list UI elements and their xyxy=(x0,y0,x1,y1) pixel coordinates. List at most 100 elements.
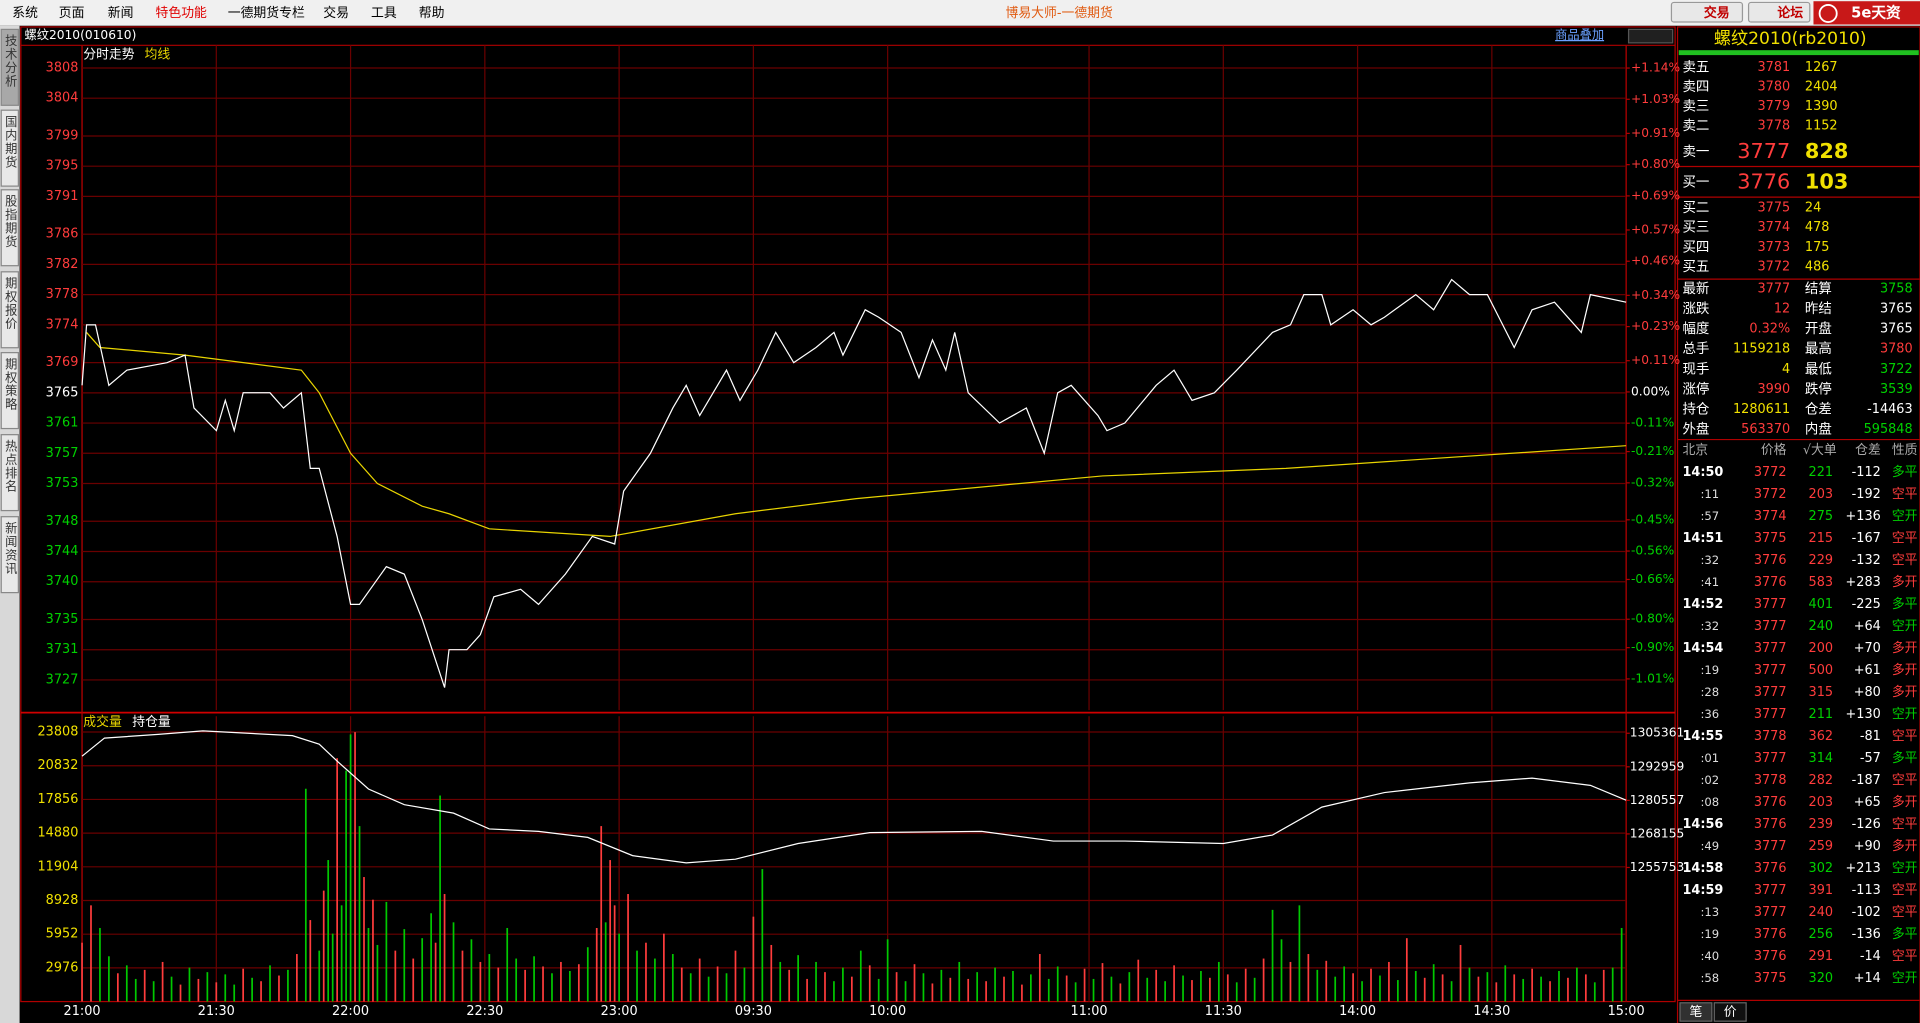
tick-header: 性质 xyxy=(1892,443,1918,458)
quote-value: 3758 xyxy=(1880,281,1913,296)
tick-volume: 240 xyxy=(1809,905,1834,920)
volume-bar xyxy=(976,972,979,1002)
app-title: 博易大师-一德期货 xyxy=(1005,6,1113,21)
bottom-tab[interactable] xyxy=(1713,1002,1747,1022)
volume-bar xyxy=(318,950,321,1002)
volume-bar xyxy=(242,968,245,1002)
tick-volume: 275 xyxy=(1809,509,1834,524)
tick-price: 3778 xyxy=(1754,729,1787,744)
side-tab-label: 股指期货 xyxy=(3,194,17,248)
volume-bar xyxy=(824,972,826,1002)
volume-bar xyxy=(698,958,701,1002)
tick-volume: 259 xyxy=(1809,839,1834,854)
volume-bar xyxy=(1038,954,1041,1002)
menu-bar xyxy=(0,0,1920,26)
tick-time: :49 xyxy=(1700,839,1719,853)
top-button[interactable]: 交易 xyxy=(1704,5,1730,21)
menu-item[interactable]: 交易 xyxy=(323,5,349,21)
volume-bar xyxy=(1316,969,1319,1002)
y-tick-label: 3761 xyxy=(46,416,79,431)
volume-bar xyxy=(506,927,509,1002)
menu-item[interactable]: 系统 xyxy=(12,6,38,21)
menu-item[interactable]: 特色功能 xyxy=(156,5,208,21)
y-tick-label: 11904 xyxy=(38,859,79,874)
volume-bar xyxy=(515,958,518,1002)
volume-bar xyxy=(1209,977,1211,1002)
tick-oi-change: -132 xyxy=(1852,553,1881,568)
tick-oi-change: +130 xyxy=(1846,707,1881,722)
quote-label: 开盘 xyxy=(1805,320,1832,337)
volume-bar xyxy=(224,974,227,1002)
volume-bar xyxy=(1379,975,1381,1002)
top-button[interactable]: 论坛 xyxy=(1777,5,1803,21)
trade-button[interactable] xyxy=(1670,1,1744,23)
order-volume: 1267 xyxy=(1805,60,1838,75)
side-tab[interactable] xyxy=(0,352,19,430)
tick-price: 3776 xyxy=(1754,949,1787,964)
y-tick-label: 3778 xyxy=(46,287,79,302)
chart-frame xyxy=(20,26,1676,1003)
side-tab[interactable] xyxy=(0,109,19,187)
volume-bar xyxy=(1146,977,1149,1002)
volume-bar xyxy=(1262,958,1265,1002)
bottom-tab-label: 价 xyxy=(1724,1005,1737,1020)
volume-bar xyxy=(1155,969,1158,1002)
instrument-header: 螺纹2010(010610) xyxy=(24,28,136,42)
tick-oi-change: -57 xyxy=(1860,751,1881,766)
volume-bar xyxy=(542,966,544,1002)
volume-bar xyxy=(886,939,889,1002)
y2-tick-label: 0.00% xyxy=(1631,384,1670,398)
y-tick-label: 3795 xyxy=(46,159,79,174)
volume-bar xyxy=(367,927,370,1002)
tick-oi-change: +70 xyxy=(1854,641,1881,656)
volume-bar xyxy=(430,913,432,1002)
menu-item[interactable]: 帮助 xyxy=(419,6,445,21)
x-tick-label: 11:00 xyxy=(1071,1004,1108,1019)
volume-bar xyxy=(309,920,312,1002)
volume-bar xyxy=(206,972,209,1002)
x-tick-label: 22:00 xyxy=(332,1004,369,1019)
bottom-tab[interactable] xyxy=(1679,1002,1713,1022)
side-tab[interactable] xyxy=(0,271,19,349)
overlay-button[interactable]: 商品叠加 xyxy=(1555,27,1604,42)
tick-time: 14:59 xyxy=(1682,883,1723,898)
y-tick-label: 3753 xyxy=(46,476,79,491)
order-label: 买五 xyxy=(1682,259,1709,275)
volume-bar xyxy=(1021,984,1023,1002)
volume-bar xyxy=(922,973,925,1002)
volume-bar xyxy=(913,964,916,1002)
quote-value: 3780 xyxy=(1880,342,1913,357)
volume-bar xyxy=(81,942,83,1002)
side-tab[interactable] xyxy=(0,189,19,267)
menu-item[interactable]: 工具 xyxy=(371,6,397,21)
volume-bar xyxy=(842,967,844,1002)
y2-tick-label: 1292959 xyxy=(1630,759,1685,773)
tick-price: 3777 xyxy=(1754,685,1787,700)
x-tick-label: 11:30 xyxy=(1205,1004,1242,1019)
side-tab[interactable] xyxy=(0,516,19,594)
tick-time: :32 xyxy=(1700,553,1719,567)
volume-bar xyxy=(287,969,289,1002)
side-tab[interactable] xyxy=(0,28,19,106)
volume-bar xyxy=(833,981,835,1002)
tick-price: 3776 xyxy=(1754,575,1787,590)
volume-bar xyxy=(363,877,365,1002)
volume-bar xyxy=(99,927,101,1002)
tick-oi-change: -192 xyxy=(1852,487,1881,502)
side-tab[interactable] xyxy=(0,434,19,512)
volume-bar xyxy=(609,860,612,1002)
forum-button[interactable] xyxy=(1747,1,1811,23)
volume-bar xyxy=(613,905,616,1002)
menu-item[interactable]: 页面 xyxy=(59,6,85,21)
tick-time: :02 xyxy=(1700,773,1719,787)
order-price: 3775 xyxy=(1758,201,1791,216)
tick-oi-change: -187 xyxy=(1852,773,1881,788)
tick-oi-change: +90 xyxy=(1854,839,1881,854)
tick-volume: 240 xyxy=(1809,619,1834,634)
quote-value: 4 xyxy=(1782,362,1790,377)
menu-item[interactable]: 新闻 xyxy=(108,5,134,21)
window-buttons[interactable] xyxy=(1627,28,1674,44)
tick-time: 14:56 xyxy=(1682,817,1723,832)
volume-bar xyxy=(1271,909,1274,1002)
menu-item[interactable]: 一德期货专栏 xyxy=(228,6,305,21)
